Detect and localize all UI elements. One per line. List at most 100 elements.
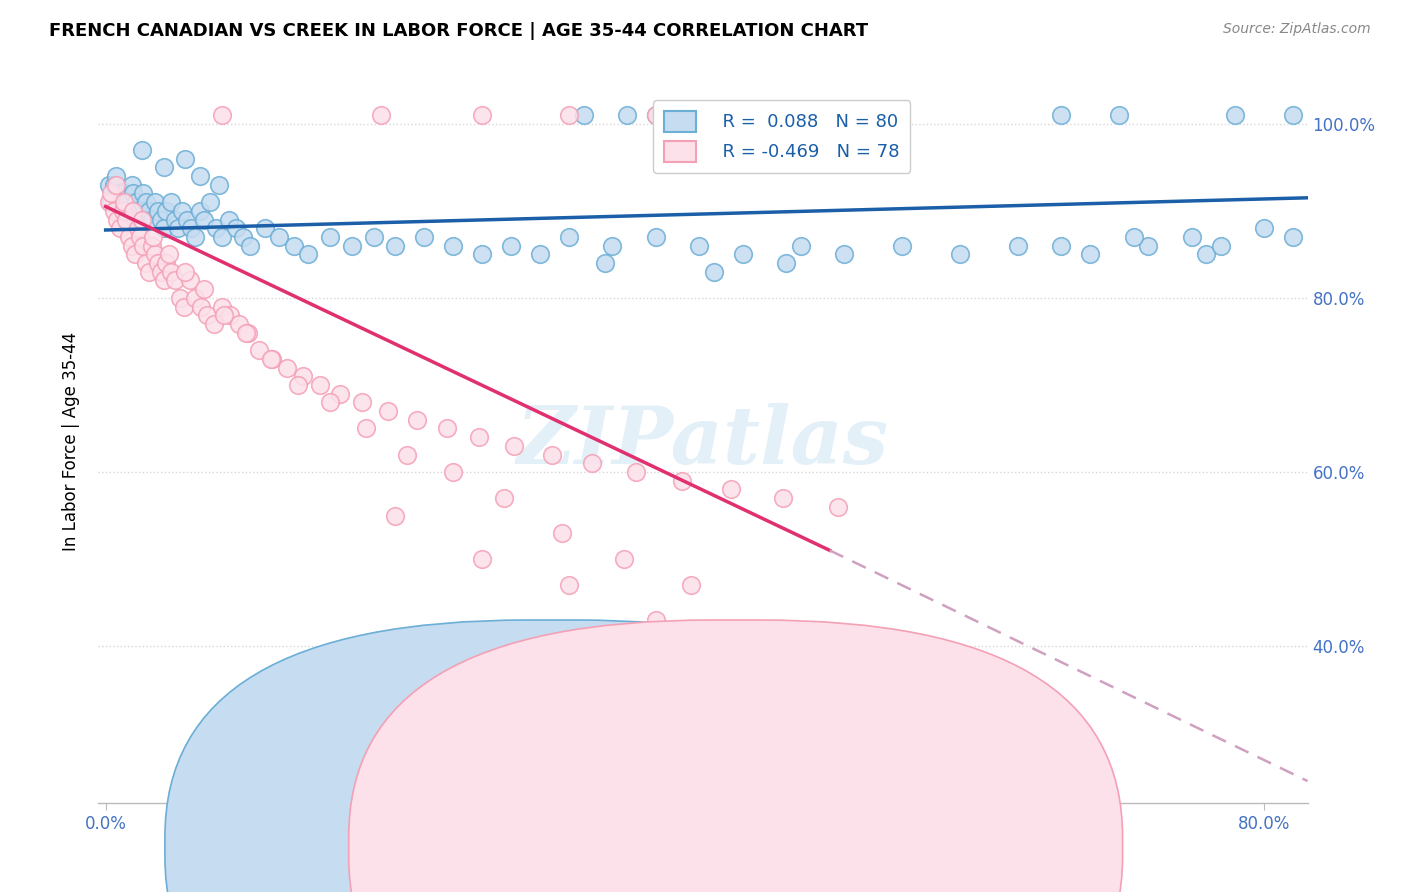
Point	[775, 256, 797, 270]
Point	[152, 273, 174, 287]
Point	[529, 247, 551, 261]
FancyBboxPatch shape	[349, 620, 1122, 892]
Point	[1122, 230, 1144, 244]
Point	[1195, 247, 1218, 261]
Point	[184, 291, 207, 305]
Point	[121, 238, 143, 252]
Point	[679, 578, 702, 592]
Point	[108, 195, 131, 210]
Point	[269, 230, 291, 244]
Point	[124, 247, 146, 261]
Point	[572, 108, 595, 122]
Point	[141, 212, 163, 227]
Point	[188, 169, 211, 183]
Point	[247, 343, 270, 358]
Point	[673, 108, 696, 122]
Point	[827, 500, 849, 514]
Point	[103, 178, 125, 192]
Point	[107, 186, 129, 201]
Point	[232, 230, 254, 244]
Point	[253, 221, 276, 235]
Point	[190, 300, 212, 314]
Point	[350, 395, 373, 409]
Point	[703, 108, 725, 122]
Point	[688, 108, 710, 122]
Point	[97, 195, 120, 210]
Point	[540, 448, 562, 462]
Point	[558, 230, 581, 244]
Point	[100, 186, 122, 201]
Point	[949, 247, 972, 261]
Point	[471, 108, 494, 122]
Point	[235, 326, 257, 340]
Point	[581, 456, 603, 470]
Point	[1181, 230, 1204, 244]
Legend:   R =  0.088   N = 80,   R = -0.469   N = 78: R = 0.088 N = 80, R = -0.469 N = 78	[652, 100, 910, 172]
Point	[100, 195, 122, 210]
Point	[142, 230, 165, 244]
Text: French Canadians: French Canadians	[544, 847, 692, 864]
Point	[108, 221, 131, 235]
Text: FRENCH CANADIAN VS CREEK IN LABOR FORCE | AGE 35-44 CORRELATION CHART: FRENCH CANADIAN VS CREEK IN LABOR FORCE …	[49, 22, 869, 40]
Point	[188, 203, 211, 218]
Point	[117, 203, 139, 218]
Point	[413, 230, 436, 244]
Point	[1108, 108, 1130, 122]
Point	[1080, 247, 1102, 261]
Point	[211, 108, 233, 122]
Point	[228, 317, 250, 331]
Point	[112, 203, 135, 218]
Point	[104, 169, 127, 183]
Point	[159, 195, 181, 210]
Point	[1253, 221, 1275, 235]
Point	[218, 212, 240, 227]
Point	[260, 351, 283, 366]
Point	[602, 238, 624, 252]
Point	[1007, 238, 1029, 252]
Point	[1050, 108, 1073, 122]
Point	[406, 413, 429, 427]
Point	[138, 265, 160, 279]
Point	[117, 195, 139, 210]
Point	[169, 291, 191, 305]
FancyBboxPatch shape	[165, 620, 939, 892]
Point	[141, 238, 163, 252]
Point	[239, 238, 262, 252]
Point	[236, 326, 259, 340]
Point	[122, 203, 145, 218]
Point	[593, 256, 616, 270]
Point	[105, 212, 128, 227]
Point	[832, 247, 855, 261]
Point	[152, 161, 174, 175]
Point	[132, 238, 155, 252]
Point	[319, 395, 342, 409]
Point	[193, 282, 215, 296]
Point	[772, 491, 794, 505]
Point	[127, 221, 149, 235]
Point	[1209, 238, 1232, 252]
Point	[395, 448, 418, 462]
Point	[717, 108, 740, 122]
Point	[262, 351, 284, 366]
Point	[720, 483, 742, 497]
Point	[613, 552, 636, 566]
Point	[287, 378, 309, 392]
Point	[155, 256, 177, 270]
Point	[731, 108, 754, 122]
Point	[319, 230, 342, 244]
Point	[291, 369, 314, 384]
Point	[645, 230, 668, 244]
Point	[165, 212, 187, 227]
Point	[214, 308, 236, 322]
Point	[122, 186, 145, 201]
Point	[624, 465, 647, 479]
Point	[1137, 238, 1160, 252]
Point	[131, 143, 153, 157]
Point	[180, 221, 202, 235]
Point	[193, 212, 215, 227]
Point	[441, 238, 464, 252]
Point	[616, 108, 638, 122]
Point	[219, 308, 242, 322]
Point	[112, 203, 135, 218]
Point	[1225, 108, 1247, 122]
